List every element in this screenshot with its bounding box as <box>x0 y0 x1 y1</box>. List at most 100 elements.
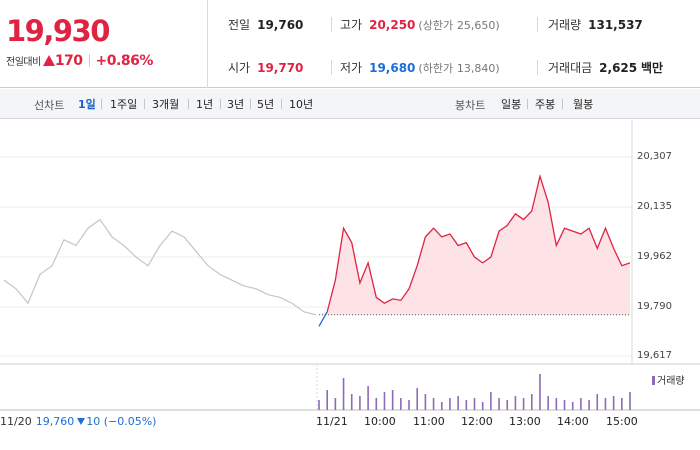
x-tick-label: 15:00 <box>606 415 638 428</box>
chart-canvas <box>0 120 700 411</box>
divider <box>537 60 538 75</box>
y-tick-label: 19,617 <box>637 350 672 361</box>
volume-bar <box>530 394 533 410</box>
candle-daily-tab[interactable]: 일봉 <box>501 98 522 111</box>
low-label: 저가 <box>340 61 363 75</box>
divider <box>281 99 282 109</box>
volume-bar <box>367 386 369 410</box>
low-field: 저가 19,680 (하한가 13,840) <box>340 59 500 76</box>
volume-bar <box>621 398 623 410</box>
volume-bar <box>490 392 492 410</box>
y-tick-label: 19,962 <box>637 251 672 262</box>
period-3m-tab[interactable]: 3개월 <box>152 98 180 111</box>
x-tick-label: 11:00 <box>413 415 445 428</box>
volume-bar <box>588 400 590 410</box>
volume-field: 거래량 131,537 <box>548 16 643 33</box>
divider <box>537 17 538 32</box>
volume-bar <box>596 394 599 410</box>
candle-monthly-tab[interactable]: 월봉 <box>573 98 594 111</box>
volume-bar <box>375 398 378 410</box>
volume-bar <box>457 396 459 410</box>
volume-bar <box>383 392 386 410</box>
amount-field: 거래대금 2,625 백만 <box>548 59 663 76</box>
open-value: 19,770 <box>257 61 304 75</box>
divider <box>331 60 332 75</box>
up-triangle-icon <box>42 55 55 66</box>
price-area-fill <box>319 176 630 315</box>
prev-close-field: 전일 19,760 <box>228 16 303 33</box>
volume-bar <box>604 398 607 410</box>
volume-bar <box>400 398 402 410</box>
period-10y-tab[interactable]: 10년 <box>289 98 314 111</box>
high-field: 고가 20,250 (상한가 25,650) <box>340 16 500 33</box>
amount-unit: 백만 <box>640 61 664 75</box>
prev-close-label: 전일 <box>228 18 251 32</box>
amount-label: 거래대금 <box>548 61 593 75</box>
divider <box>101 99 102 109</box>
volume-bar <box>571 402 574 410</box>
volume-value: 131,537 <box>588 18 643 32</box>
divider <box>527 99 528 109</box>
line-chart-label: 선차트 <box>34 99 65 112</box>
volume-bar <box>473 398 476 410</box>
price-box: 19,930 전일대비 170 +0.86% <box>0 0 208 88</box>
period-1y-tab[interactable]: 1년 <box>196 98 214 111</box>
volume-bar <box>424 394 427 410</box>
price-line-down <box>318 311 328 327</box>
prev-day-change-pct: (−0.05%) <box>103 415 157 428</box>
volume-bar <box>318 400 320 410</box>
volume-label: 거래량 <box>548 18 582 32</box>
x-tick-label: 10:00 <box>364 415 396 428</box>
volume-bar <box>449 398 451 410</box>
volume-bar <box>555 398 558 410</box>
volume-bar <box>612 396 615 410</box>
lower-limit-label: (하한가 <box>418 62 454 75</box>
prev-day-change: 10 <box>86 415 101 428</box>
quote-panel: 19,930 전일대비 170 +0.86% 전일 19,760 고가 20,250 (상… <box>0 0 700 88</box>
high-value: 20,250 <box>369 18 416 32</box>
period-5y-tab[interactable]: 5년 <box>257 98 275 111</box>
x-tick-label: 11/21 <box>316 415 348 428</box>
candle-weekly-tab[interactable]: 주봉 <box>535 98 556 111</box>
low-value: 19,680 <box>369 61 416 75</box>
volume-bar <box>547 396 549 410</box>
y-tick-label: 19,790 <box>637 301 672 312</box>
volume-bar <box>563 400 566 410</box>
volume-bar <box>498 398 500 410</box>
period-1d-tab[interactable]: 1일 <box>78 98 96 111</box>
divider <box>220 99 221 109</box>
volume-legend-label: 거래량 <box>657 376 685 387</box>
period-3y-tab[interactable]: 3년 <box>227 98 245 111</box>
volume-bar <box>629 392 631 410</box>
price-chart[interactable]: 20,307 20,135 19,962 19,790 19,617 거래량 1… <box>0 120 700 450</box>
upper-limit-label: (상한가 <box>418 19 454 32</box>
volume-bar <box>580 398 582 410</box>
open-field: 시가 19,770 <box>228 59 303 76</box>
volume-bar <box>432 398 435 410</box>
volume-bar <box>506 400 509 410</box>
x-tick-label: 13:00 <box>509 415 541 428</box>
change-percent: +0.86% <box>95 53 154 69</box>
prev-day-date: 11/20 <box>0 415 32 428</box>
prev-close-value: 19,760 <box>257 18 304 32</box>
divider <box>144 99 145 109</box>
volume-bar <box>350 394 353 410</box>
volume-bar <box>391 390 394 410</box>
volume-bar <box>440 402 443 410</box>
volume-bar <box>514 396 517 410</box>
volume-bar <box>342 378 345 410</box>
change-label: 전일대비 <box>6 57 41 68</box>
amount-value: 2,625 <box>599 61 638 75</box>
volume-bar <box>334 398 337 410</box>
upper-limit-value: 25,650) <box>456 19 500 32</box>
period-bar: 선차트 1일 1주일 3개월 1년 3년 5년 10년 봉차트 일봉 주봉 월봉 <box>0 89 700 119</box>
x-tick-label: 14:00 <box>557 415 589 428</box>
price-line <box>326 173 631 313</box>
period-1w-tab[interactable]: 1주일 <box>110 98 138 111</box>
down-triangle-icon <box>77 418 86 425</box>
change-row: 전일대비 170 +0.86% <box>6 53 153 69</box>
volume-bar <box>465 400 468 410</box>
divider <box>188 99 189 109</box>
current-price: 19,930 <box>6 14 110 48</box>
volume-bar <box>481 402 484 410</box>
